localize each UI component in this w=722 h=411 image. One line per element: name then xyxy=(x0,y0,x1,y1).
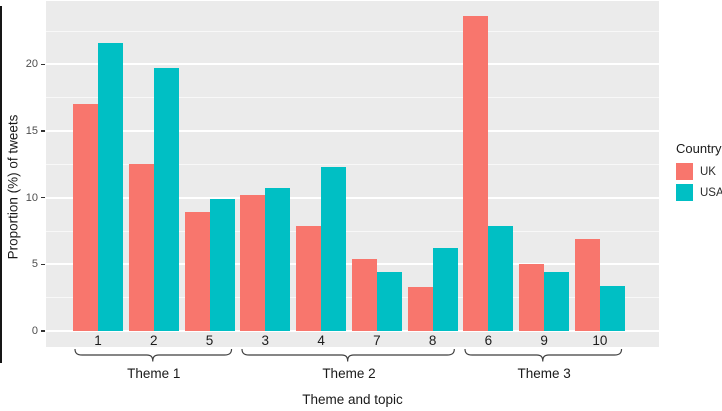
legend-items: UK USA xyxy=(676,163,722,201)
bar-usa-topic-9 xyxy=(544,272,570,331)
gridline-major xyxy=(46,330,659,332)
theme-label: Theme 3 xyxy=(517,366,571,381)
bar-uk-topic-3 xyxy=(240,195,266,331)
theme-bracket xyxy=(241,348,456,362)
x-tick-label-1: 1 xyxy=(94,333,102,348)
theme-label: Theme 1 xyxy=(127,366,181,381)
x-tick-label-7: 7 xyxy=(373,333,381,348)
x-tick-label-5: 5 xyxy=(205,333,214,348)
bar-uk-topic-10 xyxy=(574,239,600,331)
y-tick-mark xyxy=(41,263,45,266)
bar-uk-topic-9 xyxy=(519,264,545,331)
y-tick-label-5: 5 xyxy=(31,258,38,271)
legend-swatch-usa xyxy=(676,184,693,201)
legend-item-usa: USA xyxy=(676,184,722,201)
gridline-minor xyxy=(46,97,659,99)
bar-uk-topic-8 xyxy=(407,287,433,331)
y-tick-label-20: 20 xyxy=(25,58,38,71)
y-tick-mark xyxy=(41,63,45,66)
gridline-minor xyxy=(46,230,659,232)
x-tick-label-4: 4 xyxy=(317,333,325,348)
bar-usa-topic-1 xyxy=(98,43,123,331)
bar-uk-topic-2 xyxy=(128,164,154,331)
bar-usa-topic-6 xyxy=(488,225,514,331)
legend-item-uk: UK xyxy=(676,163,722,180)
plot-panel: 1 2 5 3 4 7 8 6 9 10 xyxy=(46,1,659,348)
y-tick-label-0: 0 xyxy=(31,325,38,337)
bar-usa-topic-10 xyxy=(599,285,625,331)
y-tick-mark xyxy=(41,330,45,332)
bar-usa-topic-3 xyxy=(265,188,291,331)
x-tick-label-9: 9 xyxy=(540,333,548,348)
legend-item-label: UK xyxy=(700,165,716,178)
bar-usa-topic-4 xyxy=(321,167,347,331)
x-tick-label-3: 3 xyxy=(261,333,270,348)
y-tick-label-10: 10 xyxy=(25,191,38,204)
x-tick-label-2: 2 xyxy=(150,333,158,348)
gridline-minor xyxy=(46,30,659,32)
x-tick-label-8: 8 xyxy=(428,333,437,348)
gridline-major xyxy=(46,196,659,199)
theme-bracket xyxy=(74,348,233,362)
theme-label: Theme 2 xyxy=(322,366,376,381)
bar-usa-topic-5 xyxy=(209,199,235,331)
bar-usa-topic-7 xyxy=(376,272,402,331)
y-tick-mark xyxy=(41,196,45,199)
legend-swatch-uk xyxy=(676,163,693,180)
theme-bracket xyxy=(464,348,623,362)
legend-title: Country xyxy=(676,141,722,156)
bar-uk-topic-1 xyxy=(73,104,98,331)
bar-usa-topic-2 xyxy=(153,68,179,331)
bar-uk-topic-6 xyxy=(463,16,489,331)
y-tick-label-15: 15 xyxy=(25,125,38,138)
gridline-major xyxy=(46,130,659,133)
figure-left-border xyxy=(0,6,2,363)
legend-item-label: USA xyxy=(700,186,722,199)
y-tick-mark xyxy=(41,130,45,132)
gridline-minor xyxy=(46,163,659,165)
x-tick-label-10: 10 xyxy=(592,333,608,348)
bar-uk-topic-7 xyxy=(351,259,377,331)
legend: Country UK USA xyxy=(676,141,722,205)
bar-usa-topic-8 xyxy=(432,248,458,331)
bar-uk-topic-4 xyxy=(296,225,322,331)
x-axis-title: Theme and topic xyxy=(302,392,403,407)
gridline-major xyxy=(46,63,659,66)
x-tick-label-6: 6 xyxy=(484,333,493,348)
bar-uk-topic-5 xyxy=(184,212,210,331)
